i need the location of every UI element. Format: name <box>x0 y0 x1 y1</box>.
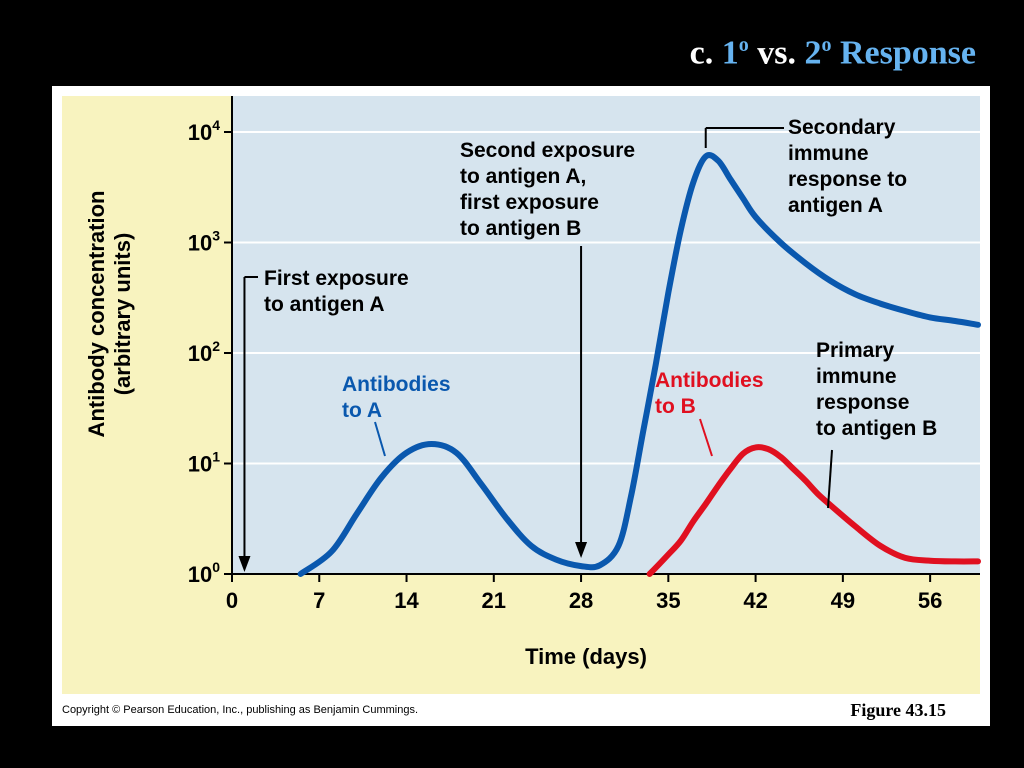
annotation-antibodies-to-b: Antibodies to B <box>655 369 764 418</box>
title-primary-superscript: o <box>738 34 749 56</box>
series-line-antibodies-a <box>297 152 981 577</box>
x-tick-label-35: 35 <box>656 588 680 613</box>
leader-primary-b <box>827 449 833 509</box>
y-tick-label-3: 103 <box>188 228 220 256</box>
slide-title: c. 1o vs. 2o Response <box>690 34 976 72</box>
figure-label: Figure 43.15 <box>850 700 946 720</box>
y-axis-label-line2: (arbitrary units) <box>110 233 135 396</box>
x-tick-label-21: 21 <box>482 588 506 613</box>
grid-lines <box>232 131 980 465</box>
arrow-first-exposure-head <box>238 556 251 572</box>
x-tick-label-14: 14 <box>394 588 419 613</box>
x-tick-label-56: 56 <box>918 588 942 613</box>
antibody-response-chart: 100 101 102 103 104 0 7 14 21 28 35 42 49 56 First ex… <box>62 96 981 694</box>
y-axis-label-line1: Antibody concentration <box>84 191 109 438</box>
series-lines <box>297 152 981 577</box>
x-tick-label-42: 42 <box>743 588 767 613</box>
x-axis-label: Time (days) <box>525 644 647 669</box>
annotations: First exposure to antigen A Second exposur… <box>238 116 937 572</box>
title-secondary-superscript: o <box>821 34 832 56</box>
leader-antibodies-b <box>699 418 713 457</box>
title-response-word: Response <box>839 34 976 72</box>
annotation-primary-response-b: Primary immune response to antigen B <box>816 339 937 440</box>
plot-area-background <box>232 96 980 574</box>
y-tick-label-0: 100 <box>188 559 220 587</box>
title-primary-number: 1 <box>721 34 739 72</box>
title-vs: vs. <box>757 34 796 72</box>
figure-panel: 100 101 102 103 104 0 7 14 21 28 35 42 49 56 First ex… <box>52 86 990 726</box>
x-tick-label-28: 28 <box>569 588 593 613</box>
arrow-second-exposure-head <box>575 542 588 558</box>
x-tick-label-0: 0 <box>226 588 238 613</box>
leader-antibodies-a <box>374 421 386 457</box>
y-tick-label-4: 104 <box>188 117 220 145</box>
x-tick-label-7: 7 <box>313 588 325 613</box>
x-tick-label-49: 49 <box>831 588 855 613</box>
axes: 100 101 102 103 104 0 7 14 21 28 35 42 49 56 <box>188 96 980 613</box>
annotation-secondary-response-a: Secondary immune response to antigen A <box>788 116 907 217</box>
annotation-antibodies-to-a: Antibodies to A <box>342 373 451 422</box>
series-line-antibodies-b <box>646 444 981 577</box>
annotation-first-exposure-a: First exposure to antigen A <box>264 267 409 316</box>
y-tick-label-2: 102 <box>188 338 220 366</box>
annotation-second-exposure: Second exposure to antigen A, first exposu… <box>460 139 635 240</box>
title-prefix: c. <box>689 34 714 72</box>
copyright-notice: Copyright © Pearson Education, Inc., pub… <box>62 704 419 716</box>
title-secondary-number: 2 <box>804 34 822 72</box>
y-tick-label-1: 101 <box>188 449 220 477</box>
